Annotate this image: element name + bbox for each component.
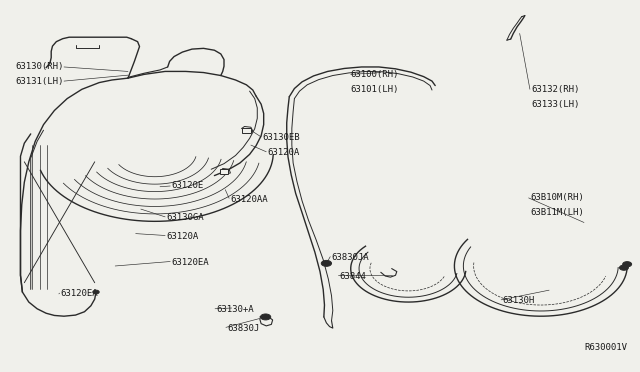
Text: 63120EA: 63120EA (172, 258, 209, 267)
Circle shape (623, 262, 632, 267)
Text: 63120A: 63120A (166, 232, 198, 241)
Text: 63120E: 63120E (172, 182, 204, 190)
Text: 63130H: 63130H (502, 296, 534, 305)
Bar (220, 169, 228, 174)
Text: 63130+A: 63130+A (216, 305, 254, 314)
Circle shape (321, 260, 332, 266)
Text: 63120AA: 63120AA (230, 195, 268, 203)
Text: 63100(RH): 63100(RH) (351, 70, 399, 79)
Text: 63132(RH): 63132(RH) (531, 85, 580, 94)
Text: R630001V: R630001V (584, 343, 627, 352)
Text: 63101(LH): 63101(LH) (351, 85, 399, 94)
Text: 63131(LH): 63131(LH) (15, 77, 64, 86)
Text: 63844: 63844 (339, 272, 366, 280)
Text: 63130(RH): 63130(RH) (15, 62, 64, 71)
Text: 63B10M(RH): 63B10M(RH) (530, 193, 584, 202)
Text: 63133(LH): 63133(LH) (531, 100, 580, 109)
Text: 63830JA: 63830JA (332, 253, 369, 262)
Circle shape (93, 290, 99, 294)
Circle shape (260, 314, 271, 320)
Text: 63B11M(LH): 63B11M(LH) (530, 208, 584, 217)
Text: 63120A: 63120A (268, 148, 300, 157)
Circle shape (620, 265, 628, 270)
Text: 63130GA: 63130GA (166, 213, 204, 222)
Text: 63830J: 63830J (227, 324, 259, 333)
Text: 63130EB: 63130EB (262, 133, 300, 142)
Bar (242, 128, 251, 133)
Text: 63120EA: 63120EA (61, 289, 99, 298)
